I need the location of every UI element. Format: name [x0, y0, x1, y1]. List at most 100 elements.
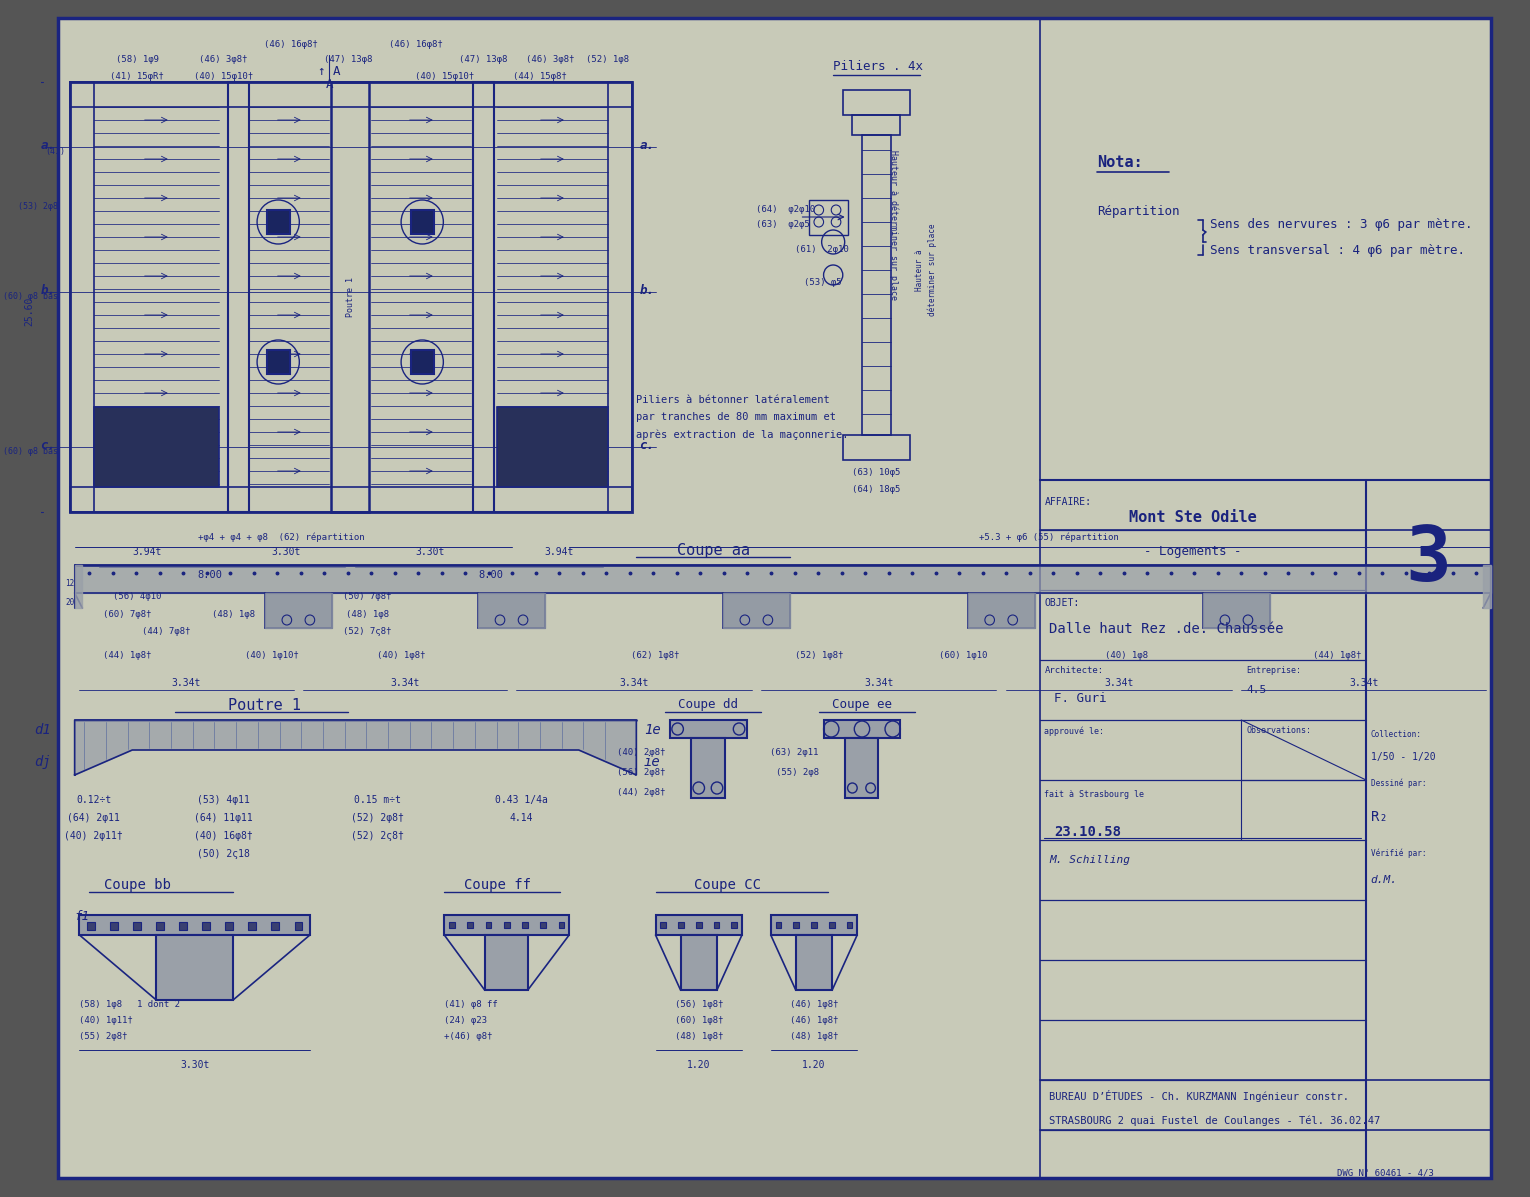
Text: M. Schilling: M. Schilling [1050, 855, 1131, 865]
Text: (52) 1φ8†: (52) 1φ8† [794, 651, 843, 660]
Text: (63) 2φ11: (63) 2φ11 [771, 748, 819, 757]
Text: STRASBOURG 2 quai Fustel de Coulanges - Tél. 36.02.47: STRASBOURG 2 quai Fustel de Coulanges - … [1050, 1114, 1380, 1125]
Text: Vérifié par:: Vérifié par: [1371, 847, 1426, 857]
Bar [731, 922, 737, 928]
Text: 3.30t: 3.30t [271, 547, 300, 557]
Bar [450, 922, 454, 928]
Polygon shape [265, 593, 332, 628]
Text: Coupe aa: Coupe aa [676, 543, 750, 558]
Text: Observations:: Observations: [1245, 727, 1311, 735]
Polygon shape [75, 565, 83, 608]
Bar [248, 922, 256, 930]
Bar [796, 935, 832, 990]
Text: fait à Strasbourg le: fait à Strasbourg le [1045, 790, 1144, 800]
Text: Hauteur à: Hauteur à [915, 249, 924, 291]
Text: (53) φ5: (53) φ5 [805, 278, 842, 287]
Text: après extraction de la maçonnerie.: après extraction de la maçonnerie. [636, 429, 849, 439]
Text: (56) 1φ8†: (56) 1φ8† [675, 999, 724, 1009]
Text: 1.20: 1.20 [687, 1061, 710, 1070]
Text: (58) 1φ9: (58) 1φ9 [116, 55, 159, 63]
Text: 3.34t: 3.34t [1349, 678, 1379, 688]
Text: Coupe dd: Coupe dd [678, 698, 739, 711]
Text: Répartition: Répartition [1097, 205, 1180, 218]
Text: (40) 1φ8: (40) 1φ8 [1105, 651, 1148, 660]
Text: (46) 16φ8†: (46) 16φ8† [389, 40, 442, 49]
Text: Coupe ff: Coupe ff [464, 879, 531, 892]
Text: 3.34t: 3.34t [1105, 678, 1134, 688]
Text: 25.60: 25.60 [24, 297, 35, 327]
Text: 8.00: 8.00 [477, 570, 503, 581]
Text: (40) 15φ10†: (40) 15φ10† [194, 72, 252, 81]
Bar [696, 922, 702, 928]
Text: (55) 2φ8†: (55) 2φ8† [80, 1032, 129, 1041]
Text: (44) 2φ8†: (44) 2φ8† [617, 788, 666, 797]
Text: (53) 2φ8: (53) 2φ8 [18, 202, 58, 211]
Text: d.M.: d.M. [1371, 875, 1398, 885]
Text: ↑ A: ↑ A [318, 65, 340, 78]
Bar [70, 487, 632, 512]
Text: (48) 1φ8: (48) 1φ8 [346, 610, 389, 619]
Text: +(46) φ8†: +(46) φ8† [444, 1032, 493, 1041]
Text: (58) 1φ8: (58) 1φ8 [80, 999, 122, 1009]
Text: c.: c. [640, 439, 655, 452]
Bar [607, 83, 632, 512]
Text: Poutre 1: Poutre 1 [228, 698, 301, 713]
Text: 4.14: 4.14 [509, 813, 532, 824]
Bar [70, 83, 632, 107]
Bar [497, 407, 607, 487]
Bar [179, 922, 187, 930]
Text: (41) 15φR†: (41) 15φR† [110, 72, 164, 81]
Polygon shape [1203, 593, 1270, 628]
Polygon shape [75, 721, 636, 774]
Text: Poutre 1: Poutre 1 [346, 277, 355, 317]
Text: (64) 11φ11: (64) 11φ11 [194, 813, 252, 824]
Text: (46) 16φ8†: (46) 16φ8† [263, 40, 318, 49]
Text: 20: 20 [66, 598, 75, 607]
Bar [110, 922, 118, 930]
Text: (46) 3φ8†: (46) 3φ8† [199, 55, 248, 63]
Bar [771, 915, 857, 935]
Bar [271, 922, 278, 930]
Bar [70, 83, 632, 512]
Bar [156, 922, 164, 930]
Bar [87, 922, 95, 930]
Bar [93, 407, 219, 487]
Bar [522, 922, 528, 928]
Text: dj: dj [34, 755, 50, 768]
Text: (40) 1φ11†: (40) 1φ11† [80, 1016, 133, 1025]
Text: Hauteur à déterminer sur place: Hauteur à déterminer sur place [889, 150, 898, 300]
Text: 0.15 m÷t: 0.15 m÷t [353, 795, 401, 806]
Text: OBJET:: OBJET: [1045, 598, 1080, 608]
Bar [410, 209, 433, 233]
Text: - Logements -: - Logements - [1144, 545, 1242, 558]
Text: (44) 7φ8†: (44) 7φ8† [142, 627, 190, 636]
Bar [843, 90, 910, 115]
Bar [670, 721, 747, 739]
Bar [661, 922, 666, 928]
Text: (52) 7ς8†: (52) 7ς8† [343, 627, 392, 636]
Text: (40) 15φ10†: (40) 15φ10† [415, 72, 474, 81]
Text: 3.34t: 3.34t [620, 678, 649, 688]
Bar [503, 922, 509, 928]
Bar [133, 922, 141, 930]
Text: (40) 1φ10†: (40) 1φ10† [245, 651, 298, 660]
Text: Nota:: Nota: [1097, 154, 1143, 170]
Bar [843, 435, 910, 460]
Bar [861, 135, 890, 435]
Text: (63)  φ2φ5: (63) φ2φ5 [756, 220, 809, 229]
Bar [467, 922, 473, 928]
Text: 8.00: 8.00 [197, 570, 222, 581]
Text: (44) 15φ8†: (44) 15φ8† [514, 72, 568, 81]
Polygon shape [477, 593, 545, 628]
Polygon shape [967, 593, 1034, 628]
Text: 3.94t: 3.94t [132, 547, 161, 557]
Text: d1: d1 [34, 723, 50, 737]
Text: (44) 1φ8†: (44) 1φ8† [1313, 651, 1362, 660]
Text: 3: 3 [1406, 523, 1452, 597]
Text: (40) 2φ11†: (40) 2φ11† [64, 831, 124, 841]
Text: (44) 1φ8†: (44) 1φ8† [104, 651, 151, 660]
Bar [794, 922, 799, 928]
Text: (46) 3φ8†: (46) 3φ8† [526, 55, 574, 63]
Text: (64)  φ2φ10: (64) φ2φ10 [756, 205, 815, 214]
Text: (60) 1φ8†: (60) 1φ8† [675, 1016, 724, 1025]
